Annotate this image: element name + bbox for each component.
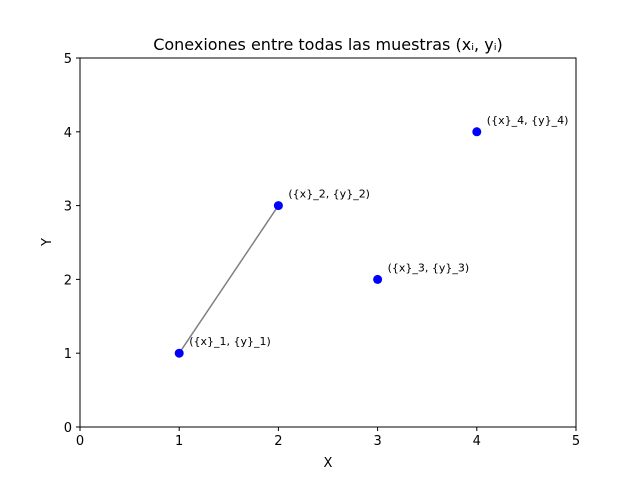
y-tick-label: 3 bbox=[64, 200, 72, 215]
y-tick-label: 5 bbox=[64, 52, 72, 67]
x-axis-label: X bbox=[324, 456, 333, 471]
x-tick-label: 2 bbox=[274, 434, 282, 449]
y-axis-label: Y bbox=[40, 238, 55, 247]
x-tick-label: 5 bbox=[572, 434, 580, 449]
x-tick-label: 1 bbox=[175, 434, 183, 449]
data-point bbox=[472, 127, 482, 137]
point-label: ({x}_1, {y}_1) bbox=[189, 335, 271, 348]
plot-frame bbox=[79, 57, 577, 428]
x-tick-label: 0 bbox=[76, 434, 84, 449]
y-tick-label: 4 bbox=[64, 126, 72, 141]
y-tick-label: 2 bbox=[64, 273, 72, 288]
plot-area: 0 1 2 3 4 5 0 1 2 3 4 5 ({x}_1, {y}_1) ({x}_2, {y}_2)… bbox=[64, 52, 580, 449]
point-label: ({x}_2, {y}_2) bbox=[288, 188, 370, 201]
point-label: ({x}_4, {y}_4) bbox=[487, 114, 569, 127]
y-tick-label: 1 bbox=[64, 347, 72, 362]
x-tick-label: 3 bbox=[373, 434, 381, 449]
x-tick-label: 4 bbox=[473, 434, 481, 449]
connection-line bbox=[178, 205, 280, 354]
data-point bbox=[174, 348, 184, 358]
data-point bbox=[273, 201, 283, 211]
chart-title: Conexiones entre todas las muestras (xᵢ,… bbox=[153, 35, 503, 54]
point-label: ({x}_3, {y}_3) bbox=[388, 261, 470, 274]
y-tick-label: 0 bbox=[64, 421, 72, 436]
data-point bbox=[373, 274, 383, 284]
